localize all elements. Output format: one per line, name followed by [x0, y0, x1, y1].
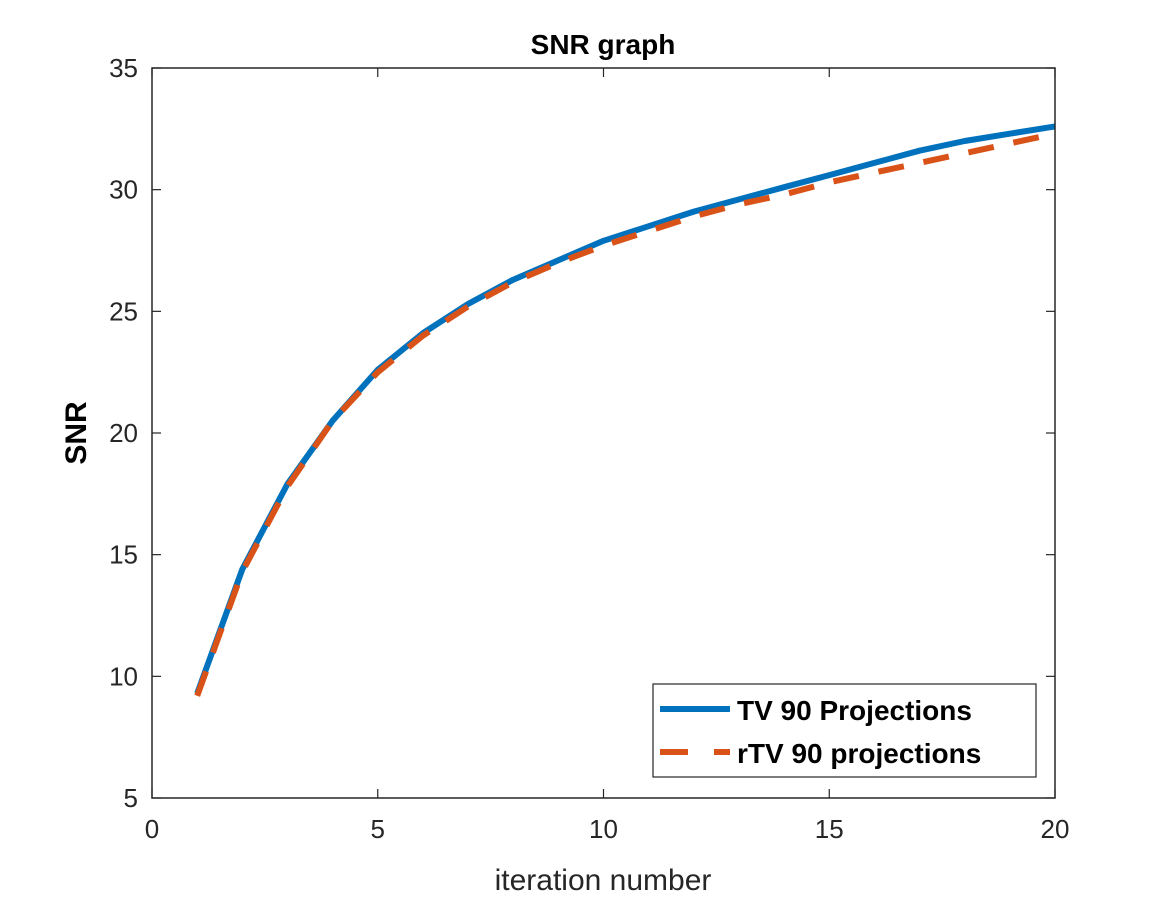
y-axis-label: SNR: [60, 401, 93, 465]
x-tick-label: 5: [371, 814, 385, 844]
y-tick-label: 10: [109, 661, 138, 691]
x-tick-label: 0: [145, 814, 159, 844]
chart-title: SNR graph: [531, 29, 676, 60]
legend-label-tv: TV 90 Projections: [737, 695, 972, 726]
series-line-rtv: [194, 130, 1056, 697]
y-tick-label: 20: [109, 418, 138, 448]
x-tick-label: 10: [589, 814, 618, 844]
x-tick-label: 20: [1041, 814, 1070, 844]
y-tick-label: 5: [124, 783, 138, 813]
plot-area-frame: [151, 67, 1056, 799]
x-tick-label: 15: [815, 814, 844, 844]
y-tick-label: 25: [109, 296, 138, 326]
series-line-tv: [194, 123, 1056, 695]
legend-box: [652, 683, 1037, 778]
x-axis-label: iteration number: [495, 864, 712, 897]
legend-label-rtv: rTV 90 projections: [737, 738, 981, 769]
y-tick-label: 30: [109, 175, 138, 205]
y-tick-label: 15: [109, 540, 138, 570]
y-tick-label: 35: [109, 53, 138, 83]
legend: TV 90 Projections rTV 90 projections: [652, 683, 1037, 778]
